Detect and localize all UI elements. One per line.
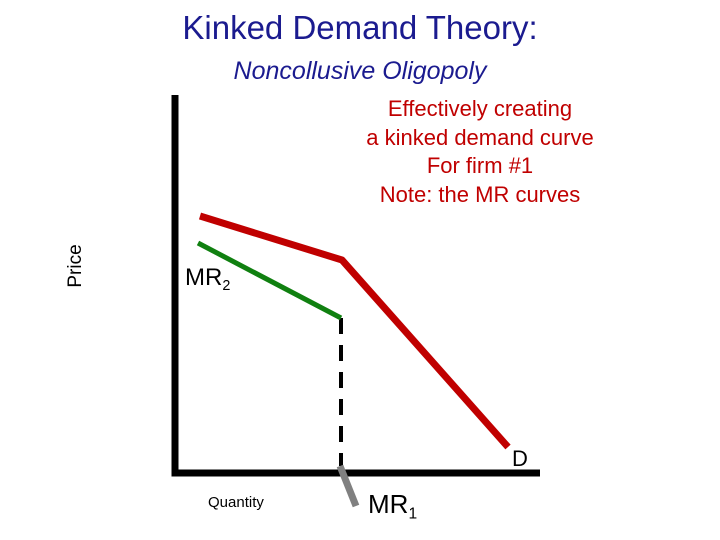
note-line-4: Note: the MR curves [379, 181, 581, 207]
x-axis-label: Quantity [208, 494, 264, 511]
mr2-curve [196, 240, 343, 321]
mr1-label-name: MR [368, 489, 409, 519]
y-axis-label: Price [65, 244, 86, 288]
note-line-3: For firm #1 [426, 153, 534, 178]
mr2-label-name: MR [185, 264, 223, 291]
diagram-title: Kinked Demand Theory: [182, 9, 538, 46]
note-line-1: Effectively creating [387, 96, 573, 121]
note-line-2: a kinked demand curve [366, 124, 594, 150]
mr2-label: MR2 [185, 263, 230, 293]
demand-label: D [512, 446, 528, 471]
mr1-label: MR1 [368, 488, 418, 523]
mr2-label-sub: 2 [222, 278, 231, 295]
annotation-note: Effectively creating a kinked demand cur… [320, 95, 640, 209]
mr1-curve [336, 464, 360, 508]
diagram-subtitle: Noncollusive Oligopoly [233, 57, 487, 85]
mr1-label-sub: 1 [408, 505, 418, 523]
demand-curve [198, 212, 511, 450]
